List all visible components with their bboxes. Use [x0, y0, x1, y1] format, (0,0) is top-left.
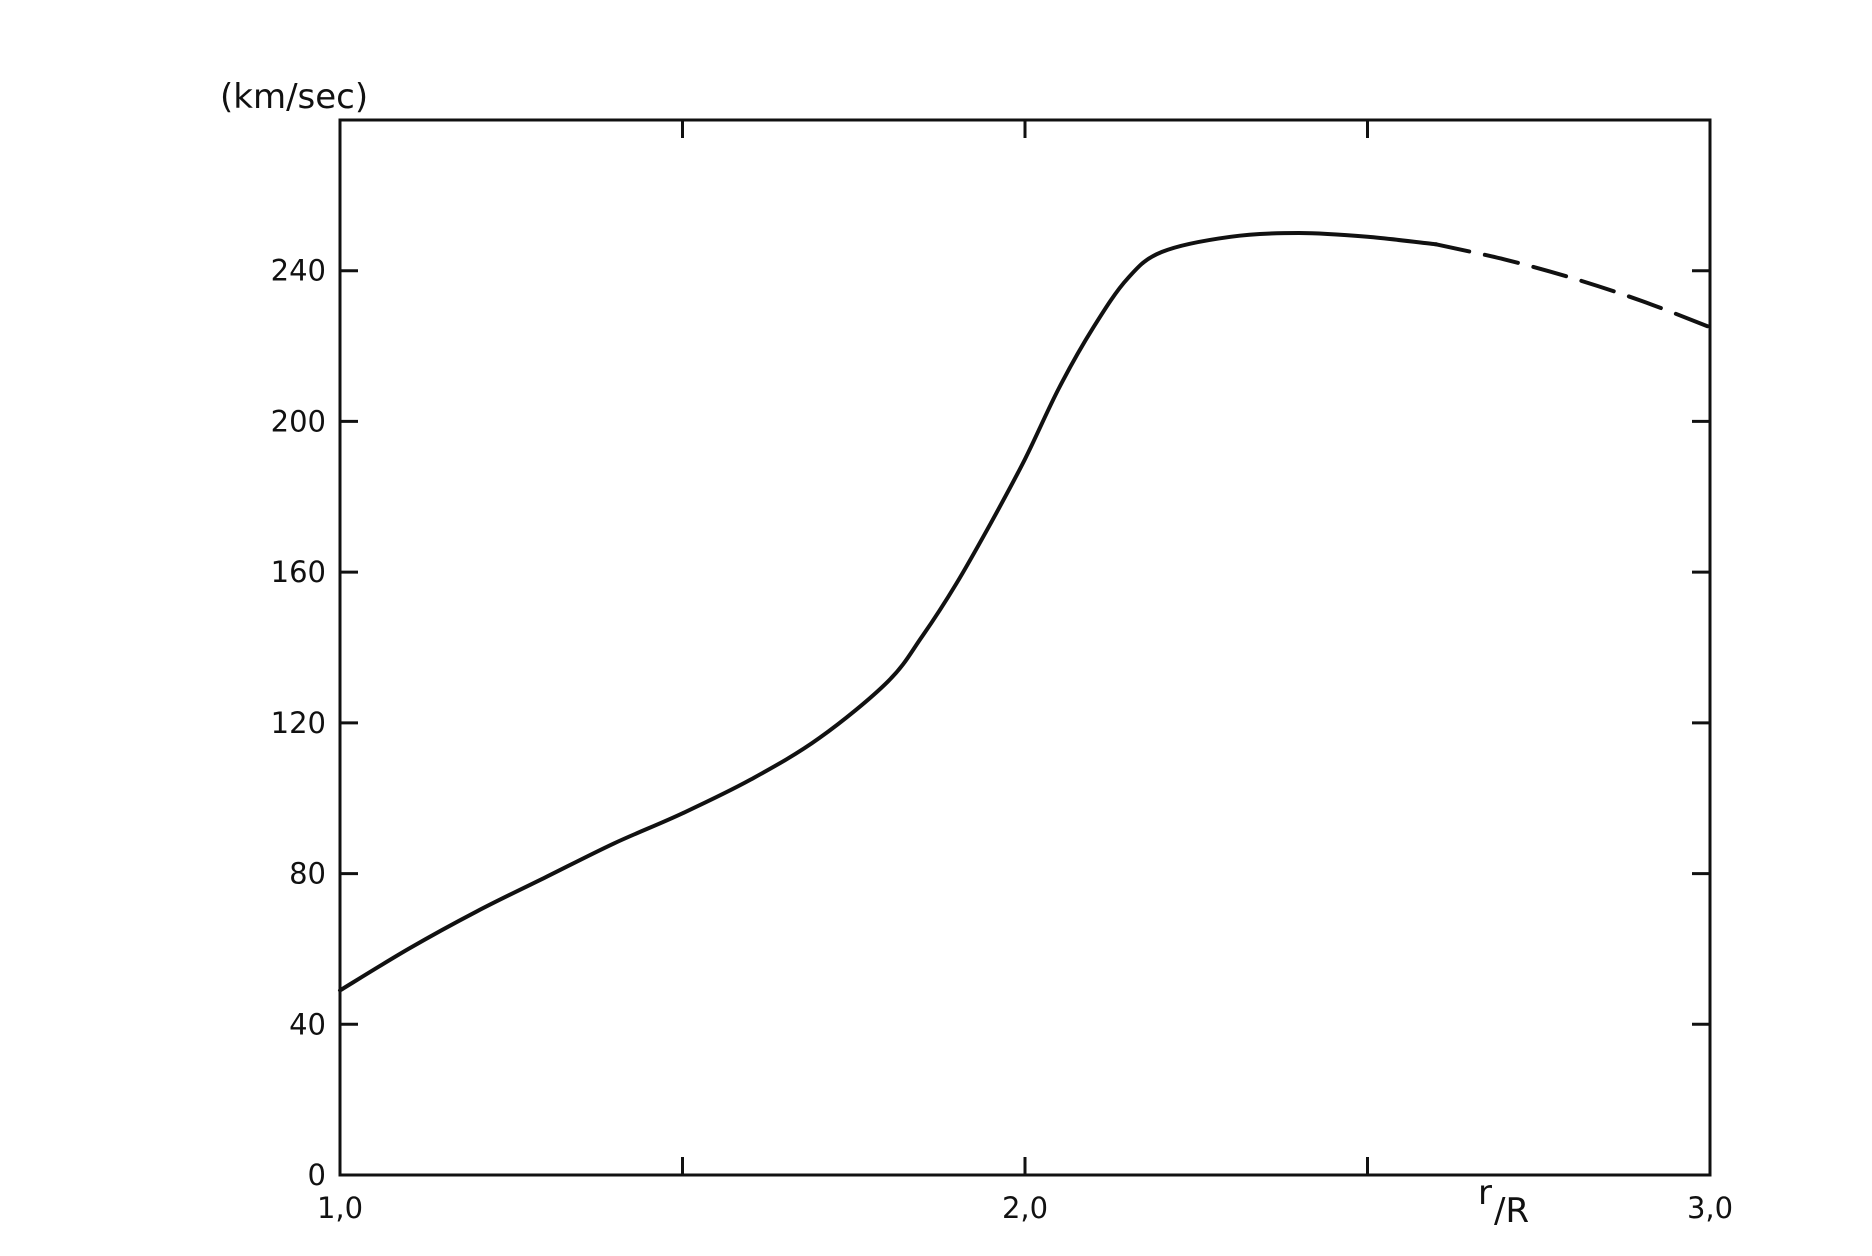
y-tick-label: 40	[289, 1007, 326, 1041]
y-tick-label: 80	[289, 857, 326, 891]
y-tick-label: 120	[271, 706, 326, 740]
ticks	[340, 120, 1710, 1175]
series-line-dashed	[1434, 242, 1712, 330]
x-axis-label: r /R	[1478, 1173, 1529, 1231]
y-tick-label: 240	[271, 254, 326, 288]
y-tick-label: 160	[271, 555, 326, 589]
y-axis-unit-label: (km/sec)	[220, 77, 368, 117]
x-axis-label-numerator: r	[1478, 1173, 1492, 1213]
y-tick-label: 200	[271, 404, 326, 438]
x-tick-label: 3,0	[1687, 1191, 1733, 1225]
x-tick-label: 2,0	[1002, 1191, 1048, 1225]
y-tick-label: 0	[308, 1158, 326, 1192]
tick-labels: 1,0 2,0 3,0 0 40 80 120 160 200 240	[271, 254, 1733, 1225]
plot-frame	[338, 118, 1712, 1177]
series-line-solid	[338, 230, 1438, 993]
series	[338, 230, 1712, 993]
x-tick-label: 1,0	[317, 1191, 363, 1225]
x-axis-label-denominator: /R	[1494, 1191, 1529, 1231]
